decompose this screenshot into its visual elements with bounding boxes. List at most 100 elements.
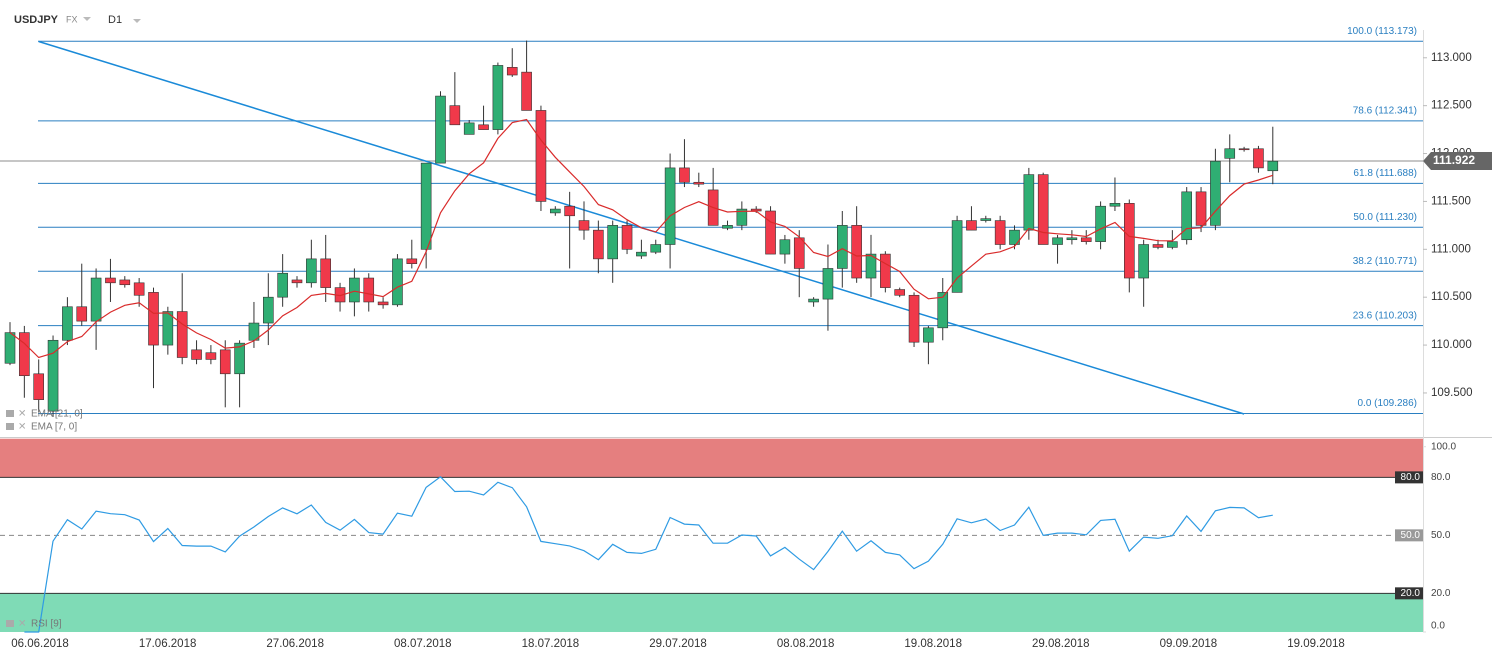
candle-body: [19, 332, 30, 377]
y-tick-label: 113.000: [1431, 52, 1472, 64]
candle-body: [463, 122, 475, 135]
candle-body: [148, 292, 159, 346]
y-tick-label: 111.000: [1431, 243, 1471, 255]
candle-body: [4, 332, 16, 364]
candle-body: [894, 289, 906, 296]
legend-label: RSI [9]: [31, 619, 62, 630]
x-tick-label: 06.06.2018: [11, 638, 69, 650]
candle-body: [1195, 191, 1207, 226]
market[interactable]: FX: [66, 14, 78, 24]
fib-label: 78.6 (112.341): [1353, 106, 1417, 117]
candle-body: [851, 225, 862, 279]
candle-body: [191, 349, 202, 360]
candle-body: [578, 220, 590, 231]
candle-body: [521, 71, 532, 111]
legend-close[interactable]: ✕: [18, 409, 26, 420]
candle-body: [349, 277, 360, 303]
dropdown-arrow[interactable]: [133, 19, 141, 23]
fib-label: 0.0 (109.286): [1358, 398, 1418, 409]
candle-body: [1124, 203, 1135, 279]
rsi-level-box: [1395, 587, 1423, 600]
rsi-line: [24, 476, 1273, 633]
legend-close[interactable]: ✕: [18, 422, 26, 433]
candle-body: [205, 352, 217, 360]
candle-body: [420, 162, 432, 250]
last-price-tag: [1423, 152, 1492, 171]
legend-icon: [6, 410, 14, 417]
candle-body: [1238, 148, 1250, 151]
symbol[interactable]: USDJPY: [14, 14, 59, 26]
candle-body: [1253, 148, 1264, 169]
candle-body: [76, 306, 88, 322]
candle-body: [363, 277, 375, 303]
candle-body: [449, 105, 461, 126]
candle-body: [836, 225, 848, 269]
candle-body: [234, 342, 245, 375]
candle-body: [1210, 160, 1221, 226]
candle-body: [1152, 244, 1164, 248]
candle-body: [664, 167, 676, 245]
candle-body: [994, 220, 1006, 245]
candle-body: [1052, 237, 1063, 245]
candle-body: [219, 349, 231, 375]
candle-body: [1023, 174, 1035, 231]
candle-body: [693, 181, 705, 185]
x-tick-label: 19.09.2018: [1287, 638, 1345, 650]
legend-close[interactable]: ✕: [18, 619, 26, 630]
candle-body: [765, 210, 776, 255]
candle-body: [966, 220, 977, 231]
candle-body: [262, 296, 274, 324]
candle-body: [47, 339, 59, 412]
candle-body: [1080, 237, 1092, 242]
candle-body: [105, 277, 116, 284]
y-tick-label: 109.500: [1431, 387, 1473, 399]
candle-body: [880, 253, 891, 288]
candle-body: [722, 225, 733, 229]
dropdown-arrow[interactable]: [83, 17, 91, 21]
candle-body: [1095, 205, 1106, 242]
candle-body: [492, 65, 504, 130]
overbought-zone: [0, 438, 1423, 478]
candle-body: [377, 301, 389, 306]
candle-body: [549, 208, 561, 214]
fib-label: 38.2 (110.771): [1353, 256, 1417, 267]
candle-body: [679, 167, 690, 183]
candle-body: [1037, 174, 1049, 245]
y-tick-label: 110.000: [1431, 339, 1472, 351]
legend-icon: [6, 620, 14, 627]
rsi-tick-label: 20.0: [1431, 588, 1451, 599]
rsi-tick-label: 80.0: [1401, 472, 1421, 483]
candle-body: [535, 110, 547, 202]
candle-body: [392, 258, 403, 306]
x-tick-label: 08.07.2018: [394, 638, 452, 650]
candle-body: [607, 225, 619, 260]
candle-body: [119, 279, 131, 286]
x-tick-label: 29.08.2018: [1032, 638, 1090, 650]
timeframe[interactable]: D1: [108, 14, 122, 26]
candle-body: [90, 277, 102, 322]
oversold-zone: [0, 593, 1423, 632]
fib-label: 61.8 (111.688): [1353, 168, 1417, 179]
candle-body: [1138, 244, 1149, 279]
fib-label: 23.6 (110.203): [1353, 310, 1417, 321]
rsi-tick-label: 20.0: [1401, 588, 1421, 599]
candle-body: [808, 298, 819, 303]
x-tick-label: 17.06.2018: [139, 638, 197, 650]
rsi-tick-label: 50.0: [1431, 530, 1451, 541]
candle-body: [1267, 160, 1279, 172]
rsi-tick-label: 100.0: [1431, 441, 1456, 452]
candle-body: [621, 225, 633, 250]
candle-body: [822, 268, 834, 300]
candle-body: [593, 229, 604, 260]
candle-body: [1181, 191, 1192, 241]
legend-label: EMA [7, 0]: [31, 422, 77, 433]
fib-label: 100.0 (113.173): [1347, 26, 1417, 37]
candle-body: [564, 205, 575, 217]
candle-body: [133, 282, 145, 296]
rsi-level-box: [1395, 471, 1423, 484]
candle-body: [1224, 148, 1236, 159]
candle-body: [650, 244, 662, 253]
candle-body: [937, 292, 949, 329]
rsi-tick-label: 50.0: [1401, 530, 1421, 541]
candle-body: [923, 327, 934, 343]
